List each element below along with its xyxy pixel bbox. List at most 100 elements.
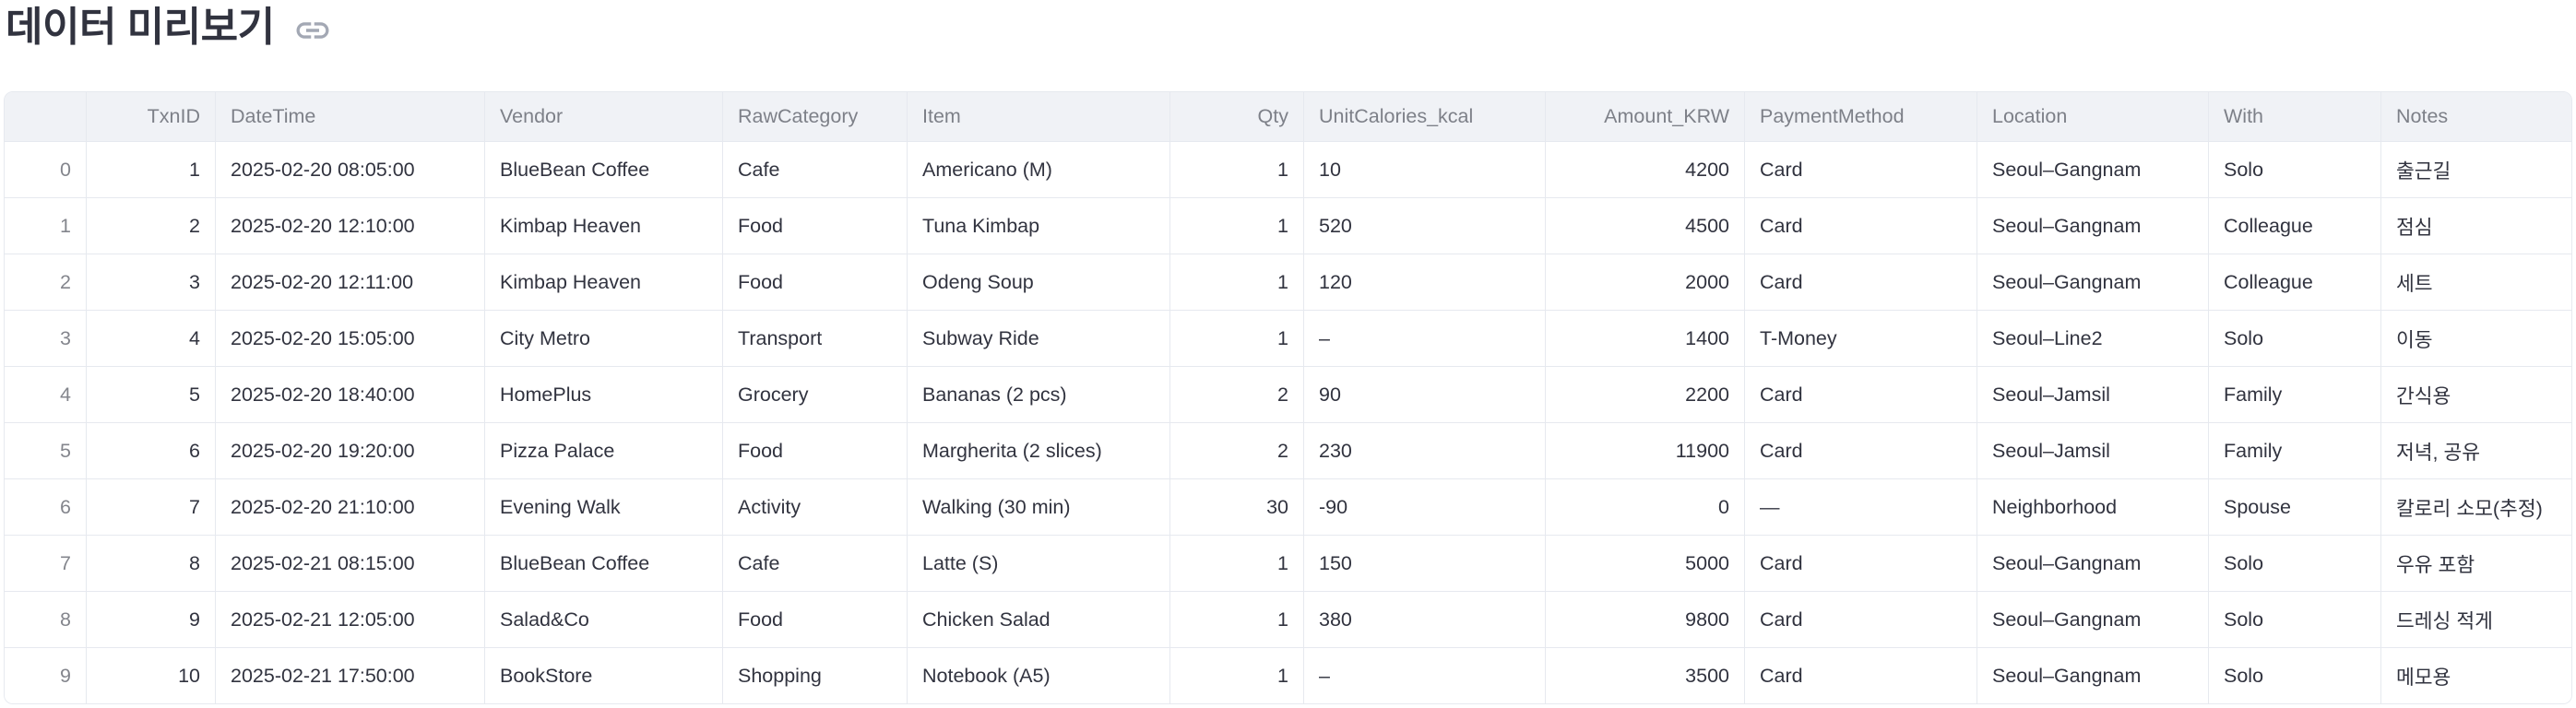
table-cell: 세트 bbox=[2380, 254, 2571, 310]
table-cell: Americano (M) bbox=[907, 141, 1169, 197]
table-cell: Notebook (A5) bbox=[907, 647, 1169, 703]
table-cell: 2025-02-20 18:40:00 bbox=[215, 366, 484, 422]
table-cell: Cafe bbox=[722, 141, 907, 197]
table-cell: 1 bbox=[1169, 197, 1303, 254]
table-cell: 2 bbox=[86, 197, 215, 254]
table-cell: 2 bbox=[1169, 366, 1303, 422]
table-cell: Transport bbox=[722, 310, 907, 366]
table-row: 7 8 2025-02-21 08:15:00 BlueBean Coffee Cafe… bbox=[5, 535, 2571, 591]
table-cell: 4200 bbox=[1545, 141, 1744, 197]
table-cell: Activity bbox=[722, 478, 907, 535]
table-cell: 점심 bbox=[2380, 197, 2571, 254]
table-cell: Tuna Kimbap bbox=[907, 197, 1169, 254]
table-cell: Seoul–Gangnam bbox=[1977, 141, 2208, 197]
table-cell: Food bbox=[722, 591, 907, 647]
data-preview-table: TxnID DateTime Vendor RawCategory Item Qty Uni… bbox=[4, 91, 2572, 704]
table-cell: Food bbox=[722, 197, 907, 254]
table-cell: Spouse bbox=[2208, 478, 2380, 535]
table-cell: BookStore bbox=[484, 647, 722, 703]
table-row: 6 7 2025-02-20 21:10:00 Evening Walk Activit… bbox=[5, 478, 2571, 535]
column-header-notes: Notes bbox=[2380, 92, 2571, 141]
table-cell: 2200 bbox=[1545, 366, 1744, 422]
column-header-location: Location bbox=[1977, 92, 2208, 141]
table-row: 3 4 2025-02-20 15:05:00 City Metro Transport… bbox=[5, 310, 2571, 366]
table-cell: Neighborhood bbox=[1977, 478, 2208, 535]
header-anchor-link[interactable] bbox=[293, 11, 332, 50]
table-cell: Colleague bbox=[2208, 254, 2380, 310]
table-cell: 2025-02-20 21:10:00 bbox=[215, 478, 484, 535]
table-cell: BlueBean Coffee bbox=[484, 535, 722, 591]
table-cell: 2025-02-20 15:05:00 bbox=[215, 310, 484, 366]
table-cell: 4 bbox=[86, 310, 215, 366]
table-cell: Family bbox=[2208, 422, 2380, 478]
table-cell: Margherita (2 slices) bbox=[907, 422, 1169, 478]
table-cell: Seoul–Gangnam bbox=[1977, 535, 2208, 591]
table-row: 1 2 2025-02-20 12:10:00 Kimbap Heaven Food Tu… bbox=[5, 197, 2571, 254]
table-cell: Card bbox=[1744, 591, 1977, 647]
table-cell: Card bbox=[1744, 141, 1977, 197]
table-cell: 2025-02-20 12:11:00 bbox=[215, 254, 484, 310]
table-row: 5 6 2025-02-20 19:20:00 Pizza Palace Food Mar… bbox=[5, 422, 2571, 478]
table-cell: 이동 bbox=[2380, 310, 2571, 366]
table-cell: Odeng Soup bbox=[907, 254, 1169, 310]
table-cell: HomePlus bbox=[484, 366, 722, 422]
table-cell: Card bbox=[1744, 366, 1977, 422]
table-cell: 3500 bbox=[1545, 647, 1744, 703]
table-cell: 0 bbox=[1545, 478, 1744, 535]
row-index-cell: 9 bbox=[5, 647, 86, 703]
table-cell: 5000 bbox=[1545, 535, 1744, 591]
table-cell: Seoul–Gangnam bbox=[1977, 647, 2208, 703]
table-cell: 520 bbox=[1303, 197, 1545, 254]
row-index-cell: 3 bbox=[5, 310, 86, 366]
table-cell: — bbox=[1744, 478, 1977, 535]
table-cell: 5 bbox=[86, 366, 215, 422]
table-cell: 2025-02-20 12:10:00 bbox=[215, 197, 484, 254]
table-cell: Seoul–Jamsil bbox=[1977, 366, 2208, 422]
table-cell: 1 bbox=[1169, 535, 1303, 591]
table-cell: 2025-02-20 08:05:00 bbox=[215, 141, 484, 197]
row-index-cell: 7 bbox=[5, 535, 86, 591]
column-header-vendor: Vendor bbox=[484, 92, 722, 141]
table-cell: 8 bbox=[86, 535, 215, 591]
table-cell: 출근길 bbox=[2380, 141, 2571, 197]
table-cell: 우유 포함 bbox=[2380, 535, 2571, 591]
table-cell: 10 bbox=[86, 647, 215, 703]
table-cell: 6 bbox=[86, 422, 215, 478]
page-header: 데이터 미리보기 bbox=[4, 2, 2576, 53]
table-cell: BlueBean Coffee bbox=[484, 141, 722, 197]
table-cell: Seoul–Line2 bbox=[1977, 310, 2208, 366]
table-cell: 2000 bbox=[1545, 254, 1744, 310]
row-index-cell: 5 bbox=[5, 422, 86, 478]
column-header-unitcalories_kcal: UnitCalories_kcal bbox=[1303, 92, 1545, 141]
column-header-rawcategory: RawCategory bbox=[722, 92, 907, 141]
table-cell: 드레싱 적게 bbox=[2380, 591, 2571, 647]
table-cell: 2025-02-20 19:20:00 bbox=[215, 422, 484, 478]
table-row: 0 1 2025-02-20 08:05:00 BlueBean Coffee Cafe… bbox=[5, 141, 2571, 197]
table-cell: Food bbox=[722, 422, 907, 478]
table-cell: Walking (30 min) bbox=[907, 478, 1169, 535]
table-cell: Seoul–Gangnam bbox=[1977, 254, 2208, 310]
table-row: 2 3 2025-02-20 12:11:00 Kimbap Heaven Food Od… bbox=[5, 254, 2571, 310]
table-cell: 간식용 bbox=[2380, 366, 2571, 422]
table-cell: 11900 bbox=[1545, 422, 1744, 478]
table-cell: Evening Walk bbox=[484, 478, 722, 535]
table-cell: 120 bbox=[1303, 254, 1545, 310]
table-cell: 3 bbox=[86, 254, 215, 310]
table-body: 0 1 2025-02-20 08:05:00 BlueBean Coffee Cafe… bbox=[5, 141, 2571, 703]
table-cell: 9 bbox=[86, 591, 215, 647]
table-cell: Chicken Salad bbox=[907, 591, 1169, 647]
table-cell: – bbox=[1303, 310, 1545, 366]
table-cell: Seoul–Jamsil bbox=[1977, 422, 2208, 478]
table-row: 4 5 2025-02-20 18:40:00 HomePlus Grocery Bana… bbox=[5, 366, 2571, 422]
table-cell: -90 bbox=[1303, 478, 1545, 535]
table-cell: Pizza Palace bbox=[484, 422, 722, 478]
table-cell: 4500 bbox=[1545, 197, 1744, 254]
table-cell: 저녁, 공유 bbox=[2380, 422, 2571, 478]
table-cell: Bananas (2 pcs) bbox=[907, 366, 1169, 422]
table-cell: 1400 bbox=[1545, 310, 1744, 366]
table-cell: 10 bbox=[1303, 141, 1545, 197]
table-cell: 1 bbox=[86, 141, 215, 197]
column-header-index bbox=[5, 92, 86, 141]
table-cell: Kimbap Heaven bbox=[484, 254, 722, 310]
